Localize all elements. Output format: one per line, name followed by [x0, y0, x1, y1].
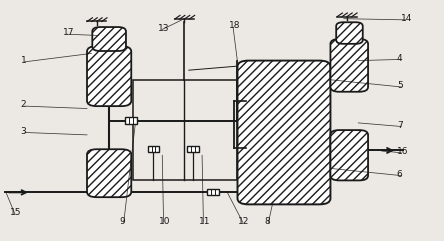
FancyBboxPatch shape — [238, 60, 330, 204]
FancyBboxPatch shape — [87, 46, 131, 106]
Text: 12: 12 — [238, 216, 250, 226]
Text: 9: 9 — [119, 216, 125, 226]
Text: 7: 7 — [397, 121, 403, 130]
Bar — [207, 189, 219, 195]
FancyBboxPatch shape — [336, 22, 363, 44]
FancyBboxPatch shape — [330, 130, 368, 181]
Bar — [134, 80, 238, 181]
Text: 1: 1 — [20, 56, 26, 65]
Bar — [125, 117, 138, 124]
Text: 6: 6 — [397, 170, 403, 179]
Text: 2: 2 — [20, 100, 26, 109]
Text: 11: 11 — [199, 216, 210, 226]
FancyBboxPatch shape — [92, 27, 126, 51]
FancyBboxPatch shape — [87, 149, 131, 197]
Text: 3: 3 — [20, 127, 26, 136]
FancyBboxPatch shape — [330, 39, 368, 92]
Text: 18: 18 — [229, 21, 240, 30]
Text: 17: 17 — [63, 28, 74, 37]
Text: 5: 5 — [397, 81, 403, 90]
Text: 14: 14 — [401, 14, 412, 23]
Bar — [187, 146, 199, 152]
Text: 13: 13 — [158, 24, 169, 33]
Bar — [148, 146, 159, 152]
Text: 15: 15 — [10, 208, 22, 217]
Text: 10: 10 — [159, 216, 170, 226]
Text: 16: 16 — [397, 147, 408, 156]
Text: 8: 8 — [264, 216, 270, 226]
Text: 4: 4 — [397, 54, 402, 63]
